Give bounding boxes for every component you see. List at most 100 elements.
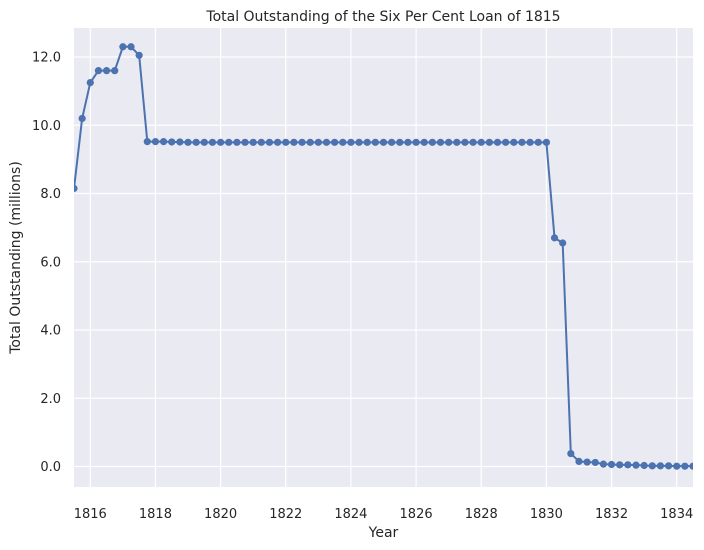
- data-point: [550, 234, 559, 242]
- data-point: [412, 138, 420, 146]
- x-ticks: 1816 1818 1820 1822 1824 1826 1828 1830 1832 1834: [74, 507, 694, 522]
- x-tick-label: 1822: [269, 507, 302, 522]
- data-point: [404, 138, 412, 146]
- data-point: [168, 138, 176, 146]
- y-tick-label: 4.0: [40, 324, 61, 339]
- data-point: [208, 138, 217, 146]
- data-point: [632, 461, 640, 469]
- chart-title: Total Outstanding of the Six Per Cent Lo…: [205, 9, 560, 25]
- data-point: [159, 138, 168, 146]
- data-point: [469, 138, 477, 146]
- data-point: [567, 449, 575, 458]
- data-point: [127, 43, 135, 51]
- data-point: [282, 138, 290, 146]
- x-tick-label: 1828: [465, 507, 498, 522]
- data-point: [217, 138, 225, 146]
- data-point: [640, 461, 648, 470]
- data-point: [151, 138, 160, 146]
- data-point: [510, 138, 518, 146]
- data-point: [257, 138, 265, 146]
- data-point: [119, 43, 127, 51]
- y-tick-label: 10.0: [32, 119, 61, 134]
- x-axis-label: Year: [368, 525, 399, 541]
- data-point: [477, 138, 485, 146]
- data-point: [526, 138, 534, 146]
- data-point: [664, 462, 673, 470]
- data-point: [339, 138, 347, 146]
- y-axis-label: Total Outstanding (millions): [8, 161, 24, 355]
- data-point: [559, 239, 567, 247]
- data-point: [322, 138, 331, 146]
- grid: [74, 28, 693, 487]
- data-point: [689, 462, 693, 470]
- x-tick-label: 1830: [530, 507, 563, 522]
- data-point: [355, 138, 363, 146]
- data-point: [102, 67, 111, 75]
- data-point: [347, 138, 355, 146]
- x-tick-label: 1818: [139, 507, 172, 522]
- x-tick-label: 1834: [660, 507, 693, 522]
- x-tick-label: 1820: [204, 507, 237, 522]
- data-point: [225, 138, 233, 146]
- x-tick-label: 1832: [595, 507, 628, 522]
- data-point: [192, 138, 200, 146]
- y-tick-label: 6.0: [40, 255, 61, 270]
- data-point: [493, 138, 502, 146]
- data-point: [485, 138, 493, 146]
- data-point: [314, 138, 322, 146]
- data-point: [86, 79, 94, 87]
- y-tick-label: 0.0: [40, 460, 61, 475]
- data-point: [135, 51, 143, 59]
- data-point: [428, 138, 436, 146]
- series-group: [74, 43, 693, 470]
- data-point: [249, 138, 257, 146]
- data-point: [461, 138, 469, 146]
- data-point: [575, 457, 583, 466]
- data-point: [74, 184, 78, 192]
- y-ticks: 0.0 2.0 4.0 6.0 8.0 10.0 12.0: [32, 51, 61, 476]
- data-point: [681, 462, 689, 470]
- data-point: [200, 138, 208, 146]
- data-point: [648, 462, 656, 470]
- data-point: [379, 138, 388, 146]
- x-tick-label: 1816: [74, 507, 107, 522]
- data-point: [274, 138, 282, 146]
- data-point: [241, 138, 249, 146]
- data-point: [624, 461, 632, 469]
- data-point: [78, 114, 86, 123]
- data-point: [331, 138, 339, 146]
- data-point: [445, 138, 453, 146]
- data-point: [616, 461, 624, 469]
- data-point: [143, 138, 151, 146]
- data-point: [184, 138, 192, 146]
- data-point: [599, 460, 608, 468]
- data-point: [453, 138, 461, 146]
- data-point: [436, 138, 445, 146]
- data-point: [542, 138, 550, 146]
- data-point: [607, 460, 616, 469]
- x-tick-label: 1826: [400, 507, 433, 522]
- data-point: [502, 138, 510, 146]
- data-point: [371, 138, 379, 146]
- data-point: [534, 138, 542, 146]
- data-point: [233, 138, 241, 146]
- data-point: [656, 462, 665, 470]
- y-tick-label: 12.0: [32, 51, 61, 66]
- data-point: [298, 138, 306, 146]
- x-tick-label: 1824: [334, 507, 367, 522]
- data-point: [290, 138, 298, 146]
- data-point: [111, 67, 119, 75]
- data-point: [388, 138, 396, 146]
- data-point: [176, 138, 184, 146]
- y-tick-label: 8.0: [40, 187, 61, 202]
- data-point: [591, 458, 599, 467]
- data-point: [420, 138, 428, 146]
- data-point: [583, 458, 591, 466]
- data-point: [396, 138, 404, 146]
- data-point: [518, 138, 526, 146]
- data-point: [265, 138, 274, 146]
- data-point: [363, 138, 371, 146]
- y-tick-label: 2.0: [40, 392, 61, 407]
- plot-area: [74, 28, 693, 487]
